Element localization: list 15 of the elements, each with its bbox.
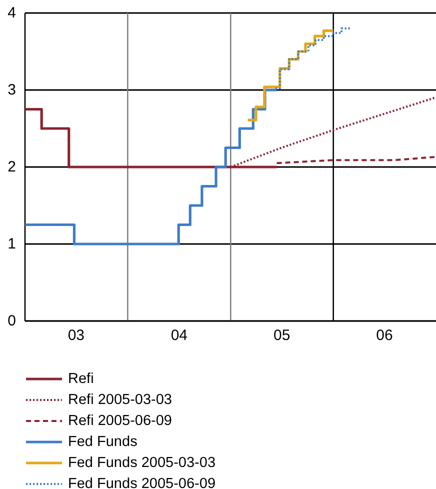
x-tick-label: 05 (273, 327, 290, 344)
y-tick-label: 3 (8, 82, 16, 98)
legend-label: Fed Funds 2005-06-09 (68, 476, 216, 489)
x-tick-label: 04 (170, 327, 188, 344)
y-tick-label: 2 (8, 158, 16, 176)
y-tick-label: 4 (8, 4, 16, 22)
x-tick-label: 06 (376, 327, 393, 344)
legend-label: Refi 2005-06-09 (68, 413, 172, 429)
x-tick-label: 03 (68, 327, 85, 344)
legend-label: Fed Funds (68, 434, 138, 450)
y-tick-label: 1 (8, 236, 16, 252)
legend-label: Refi 2005-03-03 (68, 392, 172, 408)
legend-label: Fed Funds 2005-03-03 (68, 455, 216, 471)
y-tick-label: 0 (8, 312, 16, 330)
legend-label: Refi (68, 371, 94, 387)
